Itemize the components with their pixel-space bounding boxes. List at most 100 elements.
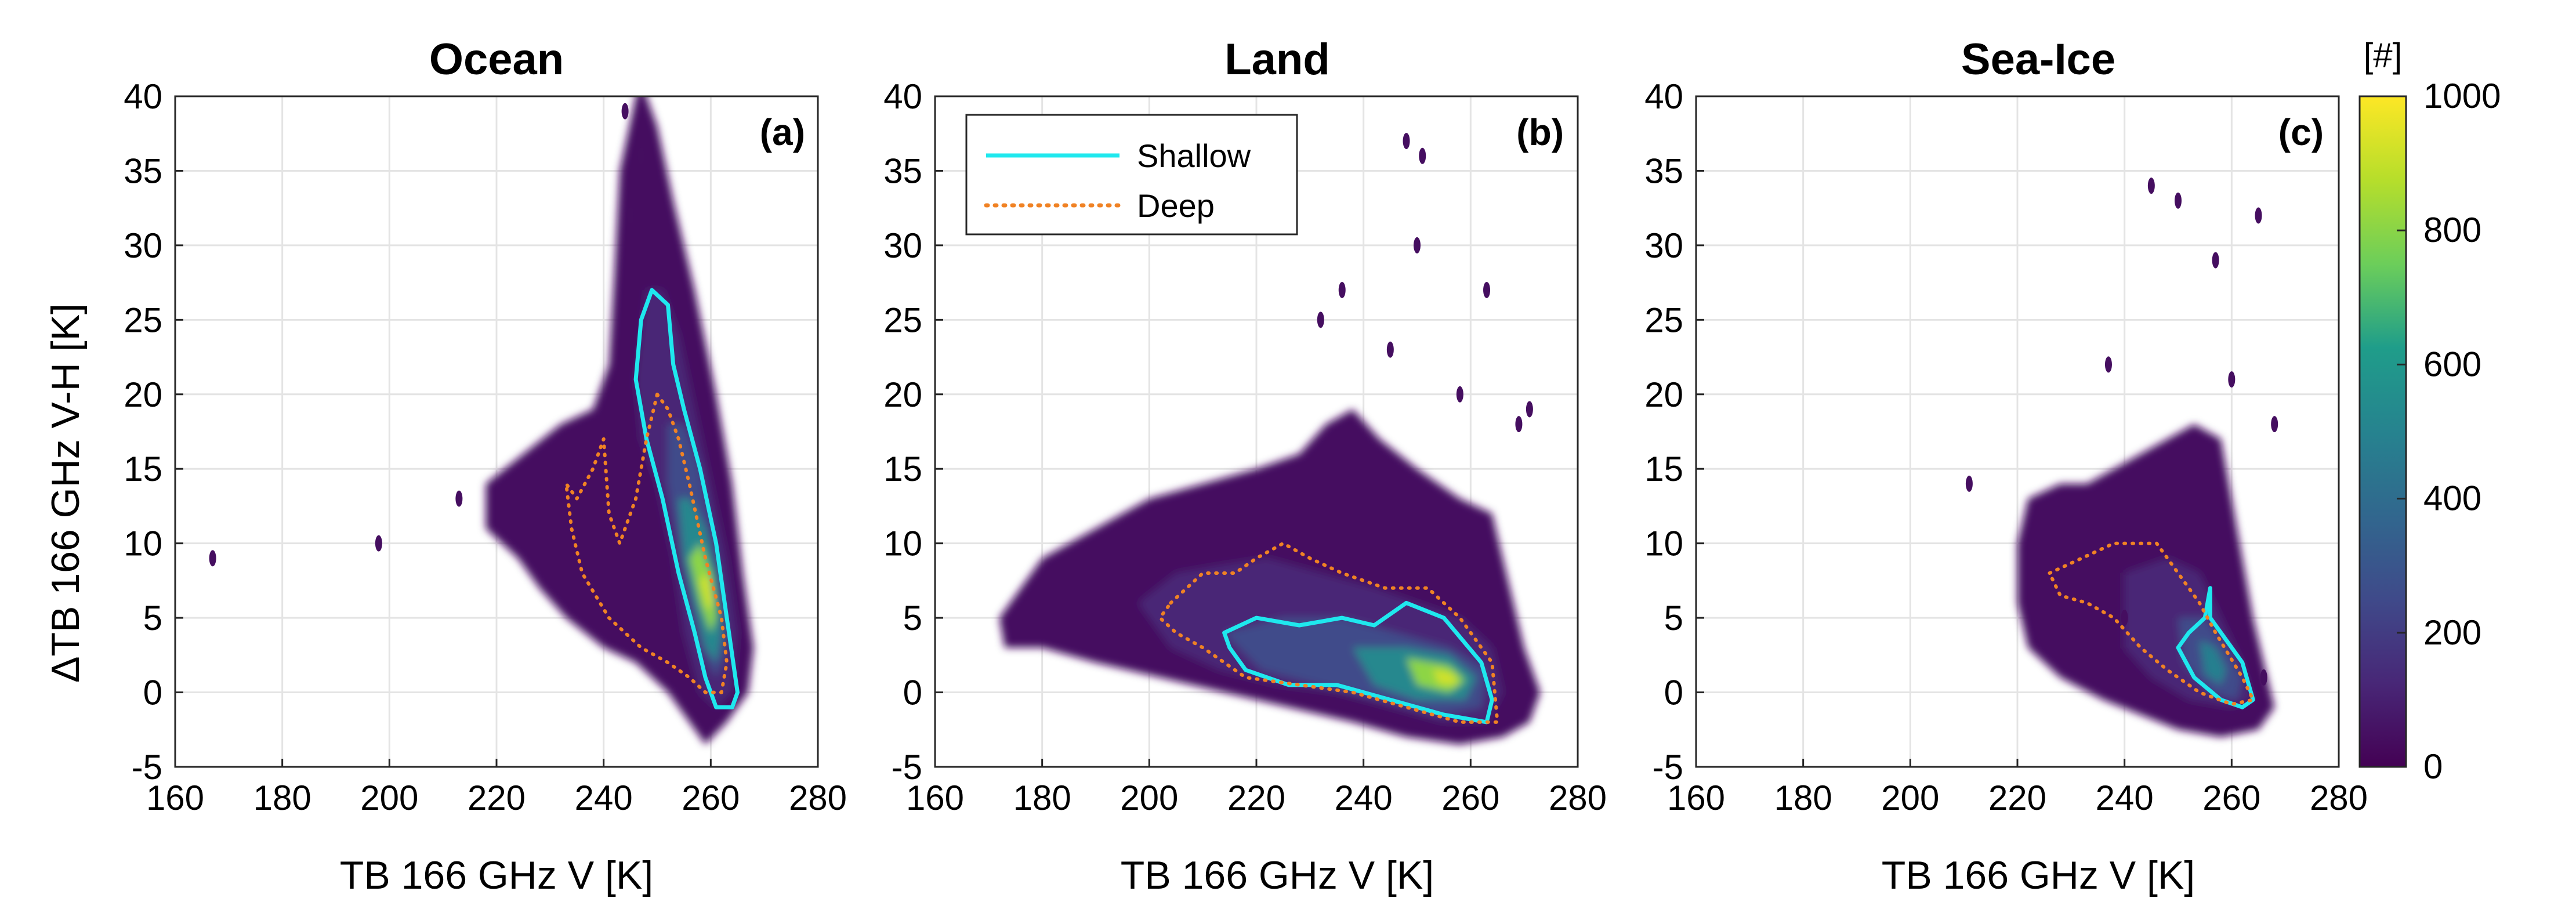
x-tick-label: 160	[1667, 778, 1725, 817]
colorbar-tick-label: 400	[2423, 479, 2481, 518]
panel-ocean: Ocean 160 180 200 220 240 260 280 -5 0 5 10 15 20 25 3…	[44, 35, 847, 897]
x-axis-label: TB 166 GHz V [K]	[1882, 853, 2195, 897]
colorbar-tick-label: 800	[2423, 211, 2481, 249]
density-speck	[2175, 192, 2182, 209]
legend-shallow-label: Shallow	[1137, 137, 1251, 174]
colorbar-tick-label: 1000	[2423, 77, 2501, 115]
contour-shallow	[2176, 586, 2255, 709]
x-tick-label: 160	[146, 778, 204, 817]
x-tick-label: 180	[1774, 778, 1832, 817]
density-speck	[2147, 178, 2155, 194]
density-speck	[621, 103, 629, 119]
density-speck	[1515, 416, 1523, 433]
density-speck	[1456, 386, 1463, 403]
panel-title: Sea-Ice	[1961, 35, 2115, 84]
colorbar-gradient	[2358, 95, 2407, 768]
x-tick-label: 220	[468, 778, 526, 817]
y-tick-label: 20	[124, 375, 162, 414]
colorbar-tick-label: 200	[2423, 613, 2481, 652]
plot-area: 160 180 200 220 240 260 280 -5 0 5 10 15 20 25 30 35 40	[883, 77, 1607, 817]
y-tick-label: 0	[903, 673, 922, 712]
y-tick-label: 0	[143, 673, 162, 712]
y-tick-label: 35	[1644, 151, 1683, 190]
y-tick-label: 15	[124, 450, 162, 488]
density-speck	[1483, 281, 1491, 298]
x-tick-label: 240	[2096, 778, 2154, 817]
density-speck	[2228, 371, 2236, 388]
density-speck	[2121, 610, 2128, 626]
y-tick-label: 10	[124, 524, 162, 563]
panel-letter: (c)	[2278, 111, 2324, 153]
x-tick-label: 280	[1549, 778, 1607, 817]
y-tick-label: 5	[1664, 599, 1683, 638]
density-speck	[375, 535, 382, 552]
y-tick-label: -5	[1653, 748, 1683, 787]
density-speck	[1965, 475, 1973, 492]
density-speck	[1386, 341, 1394, 358]
x-tick-label: 260	[1441, 778, 1499, 817]
y-tick-label: 10	[883, 524, 922, 563]
y-tick-label: 10	[1644, 524, 1683, 563]
x-tick-label: 220	[1988, 778, 2046, 817]
y-tick-label: 25	[1644, 300, 1683, 339]
y-tick-label: 40	[124, 77, 162, 116]
y-tick-label: 35	[124, 151, 162, 190]
legend-box	[965, 114, 1298, 236]
y-tick-label: 40	[883, 77, 922, 116]
plot-content	[1965, 178, 2278, 737]
density-heatmap	[486, 96, 754, 745]
density-speck	[2255, 207, 2262, 224]
y-tick-label: 5	[143, 599, 162, 638]
contour-deep	[2048, 541, 2255, 707]
plot-area: 160 180 200 220 240 260 280 -5 0 5 10 15 20 25 30 35 40	[1644, 77, 2368, 817]
contour-deep	[1158, 541, 1499, 724]
y-tick-label: 15	[883, 450, 922, 488]
density-speck	[637, 147, 645, 164]
panel-land: Land 160 180 200 220 240 260 280 -5 0 5 10 15 20 25 30…	[883, 35, 1607, 897]
density-speck	[1419, 147, 1426, 164]
density-speck	[626, 207, 634, 224]
density-speck	[2271, 416, 2278, 433]
y-tick-label: 0	[1664, 673, 1683, 712]
legend-deep-label: Deep	[1137, 187, 1215, 224]
x-tick-label: 200	[1120, 778, 1178, 817]
x-tick-label: 160	[906, 778, 964, 817]
y-tick-label: 25	[124, 300, 162, 339]
plot-content	[209, 96, 754, 745]
colorbar-tick-label: 0	[2423, 747, 2443, 786]
x-tick-label: 240	[1335, 778, 1393, 817]
plot-content	[999, 133, 1541, 745]
panel-letter: (b)	[1516, 111, 1564, 153]
y-axis-label: ΔTB 166 GHz V-H [K]	[44, 303, 88, 683]
density-speck	[2260, 669, 2267, 686]
density-speck	[1317, 312, 1324, 328]
panel-title: Land	[1224, 35, 1330, 84]
x-tick-label: 180	[1013, 778, 1071, 817]
density-speck	[1414, 237, 1421, 253]
legend: Shallow Deep	[965, 114, 1298, 236]
density-speck	[455, 490, 463, 507]
x-tick-label: 280	[2310, 778, 2368, 817]
panel-sea-ice: Sea-Ice 160 180 200 220 240 260 280 -5 0 5 10 15 20 2…	[1644, 35, 2368, 897]
y-tick-label: -5	[892, 748, 922, 787]
x-tick-label: 280	[789, 778, 847, 817]
density-speck	[2212, 252, 2219, 269]
density-speck	[1403, 133, 1410, 150]
y-tick-label: 20	[1644, 375, 1683, 414]
colorbar: [#] 0 200 400 600 800 1000	[2358, 36, 2501, 786]
x-tick-label: 180	[253, 778, 311, 817]
y-tick-label: 5	[903, 599, 922, 638]
colorbar-ticks: 0 200 400 600 800 1000	[2397, 77, 2501, 786]
y-tick-label: 30	[883, 226, 922, 265]
panel-title: Ocean	[429, 35, 564, 84]
panel-letter: (a)	[760, 111, 805, 153]
y-tick-label: -5	[132, 748, 162, 787]
colorbar-label: [#]	[2364, 36, 2403, 75]
density-speck	[2104, 356, 2112, 373]
density-region	[700, 573, 713, 611]
x-tick-label: 200	[360, 778, 418, 817]
y-tick-label: 30	[124, 226, 162, 265]
contour-deep	[564, 392, 729, 694]
axis-ticks: 160 180 200 220 240 260 280 -5 0 5 10 15 20 25 30 35 40	[1644, 77, 2368, 817]
